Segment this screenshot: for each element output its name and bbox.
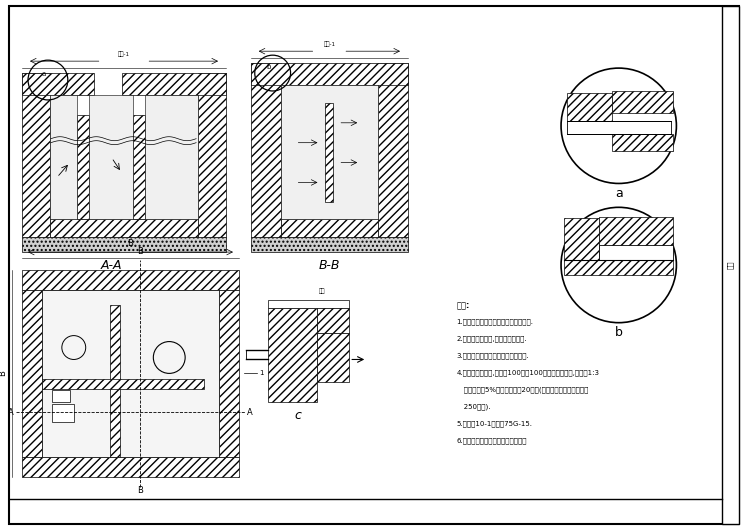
Bar — [564, 260, 673, 275]
Bar — [599, 245, 673, 260]
Bar — [22, 237, 226, 252]
Text: c: c — [294, 409, 301, 422]
Text: 说明:: 说明: — [457, 302, 470, 311]
Bar — [22, 73, 50, 237]
Bar — [612, 91, 673, 113]
Bar — [722, 6, 739, 524]
Bar — [599, 217, 673, 245]
Text: a: a — [42, 71, 46, 77]
Text: 2.本池应有在室外,池内须定期清除.: 2.本池应有在室外,池内须定期清除. — [457, 335, 527, 342]
Text: B: B — [0, 370, 7, 376]
Text: 250毫米).: 250毫米). — [457, 403, 490, 410]
Bar — [318, 308, 349, 333]
Bar — [145, 95, 198, 219]
Text: A: A — [8, 408, 14, 417]
Text: A: A — [247, 408, 252, 417]
Bar — [281, 219, 378, 237]
Bar — [52, 404, 74, 422]
Bar — [109, 305, 120, 457]
Text: b: b — [615, 326, 622, 339]
Bar — [50, 219, 198, 237]
Bar — [88, 95, 133, 219]
Text: 1.本图适用于公共食堂及同类用油建筑.: 1.本图适用于公共食堂及同类用油建筑. — [457, 319, 533, 325]
Bar — [133, 115, 145, 219]
Text: 5.地漏用10-1伴装见75G-15.: 5.地漏用10-1伴装见75G-15. — [457, 420, 533, 427]
Bar — [251, 237, 408, 252]
Text: A-A: A-A — [101, 260, 122, 272]
Circle shape — [561, 68, 676, 183]
Bar — [267, 300, 349, 308]
Text: 标注-1: 标注-1 — [324, 42, 336, 47]
Bar — [22, 270, 239, 290]
Bar — [42, 290, 219, 457]
Bar — [325, 103, 333, 202]
Text: 水泥沙浆加5%防水剂素荣厚20毫米(外壁抹灰须高于水平线上: 水泥沙浆加5%防水剂素荣厚20毫米(外壁抹灰须高于水平线上 — [457, 386, 588, 393]
Text: B: B — [138, 485, 143, 494]
Text: 1: 1 — [258, 370, 263, 376]
Bar — [567, 121, 671, 134]
Text: b: b — [267, 64, 271, 70]
Bar — [378, 63, 408, 237]
Text: B: B — [138, 247, 143, 256]
Bar — [22, 290, 42, 457]
Bar — [219, 290, 239, 457]
Text: 4.用于有地下水时,混凝用100号或100号太泥沙浆砌砖,内外壁1:3: 4.用于有地下水时,混凝用100号或100号太泥沙浆砌砖,内外壁1:3 — [457, 369, 600, 376]
Bar — [198, 73, 226, 237]
Bar — [281, 85, 378, 219]
Text: 3.水箱板及桂板须局部防腐防腐处置.: 3.水箱板及桂板须局部防腐防腐处置. — [457, 352, 530, 359]
Bar — [52, 390, 70, 402]
Circle shape — [561, 207, 676, 323]
Bar — [251, 63, 281, 237]
Text: 6.进水管管径及进入方向由设计确定: 6.进水管管径及进入方向由设计确定 — [457, 437, 527, 444]
Bar — [22, 73, 94, 95]
Bar — [42, 379, 204, 390]
Bar — [76, 115, 88, 219]
Bar — [612, 134, 673, 151]
Bar — [318, 333, 349, 382]
Bar — [564, 218, 599, 260]
Text: B: B — [127, 239, 133, 248]
Text: a: a — [615, 187, 622, 200]
Bar — [22, 457, 239, 477]
Bar — [251, 63, 408, 85]
Bar — [121, 73, 226, 95]
Text: 尺寸: 尺寸 — [319, 288, 326, 294]
Bar — [267, 308, 318, 402]
Bar — [567, 93, 612, 121]
Text: 图纸: 图纸 — [727, 261, 733, 269]
Text: 标注-1: 标注-1 — [118, 51, 130, 57]
Text: B-B: B-B — [318, 260, 340, 272]
Bar — [50, 95, 76, 219]
